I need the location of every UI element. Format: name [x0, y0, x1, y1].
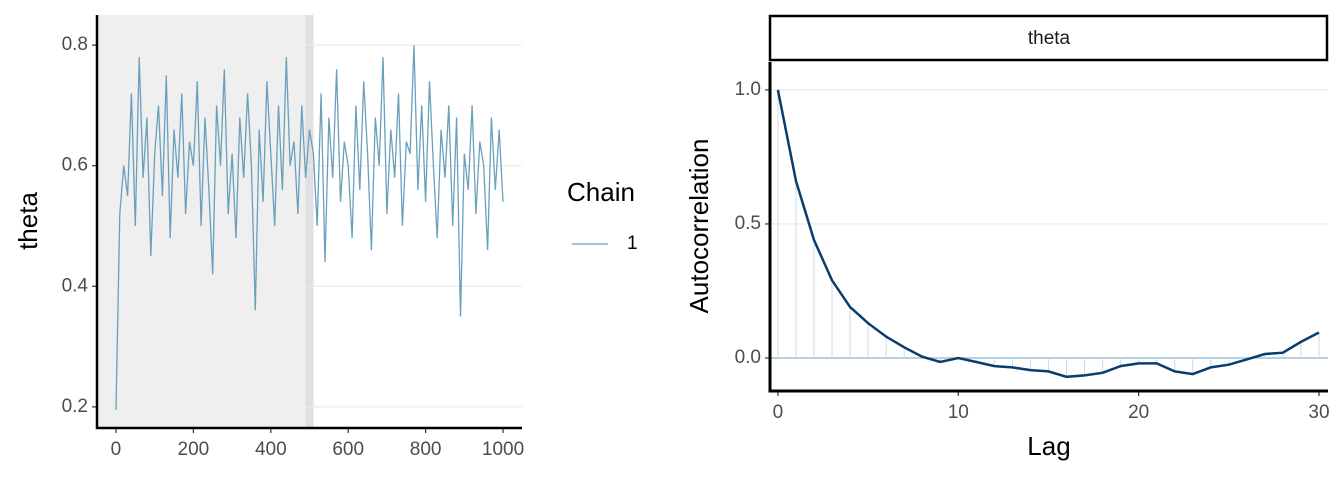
- legend-label: 1: [627, 233, 638, 254]
- x-tick-label: 20: [1128, 402, 1149, 423]
- y-tick-label: 0.2: [62, 396, 88, 417]
- y-tick-label: 1.0: [735, 79, 761, 100]
- x-tick-label: 800: [410, 439, 442, 460]
- y-tick-label: 0.6: [62, 155, 88, 176]
- axes: [95, 15, 522, 430]
- x-tick-label: 400: [255, 439, 287, 460]
- y-tick-label: 0.4: [62, 275, 89, 296]
- x-tick-label: 1000: [482, 439, 524, 460]
- warmup-shade: [97, 15, 310, 428]
- facet-strip: [768, 14, 1329, 62]
- legend-title: Chain: [567, 177, 635, 207]
- y-tick-label: 0.5: [735, 213, 761, 234]
- axes: [768, 62, 1328, 393]
- x-tick-label: 600: [332, 439, 364, 460]
- acf-line: [776, 89, 1320, 379]
- y-axis-label: Autocorrelation: [684, 139, 714, 314]
- x-tick-label: 0: [773, 402, 784, 423]
- trace-line: [115, 45, 504, 410]
- y-tick-label: 0.0: [735, 347, 761, 368]
- x-tick-label: 200: [178, 439, 210, 460]
- y-tick-label: 0.8: [62, 34, 88, 55]
- x-tick-label: 10: [948, 402, 969, 423]
- facet-label: theta: [1028, 28, 1071, 49]
- y-axis-label: theta: [13, 192, 43, 250]
- x-axis-label: Lag: [1027, 431, 1070, 461]
- x-tick-label: 30: [1308, 402, 1329, 423]
- x-tick-label: 0: [111, 439, 122, 460]
